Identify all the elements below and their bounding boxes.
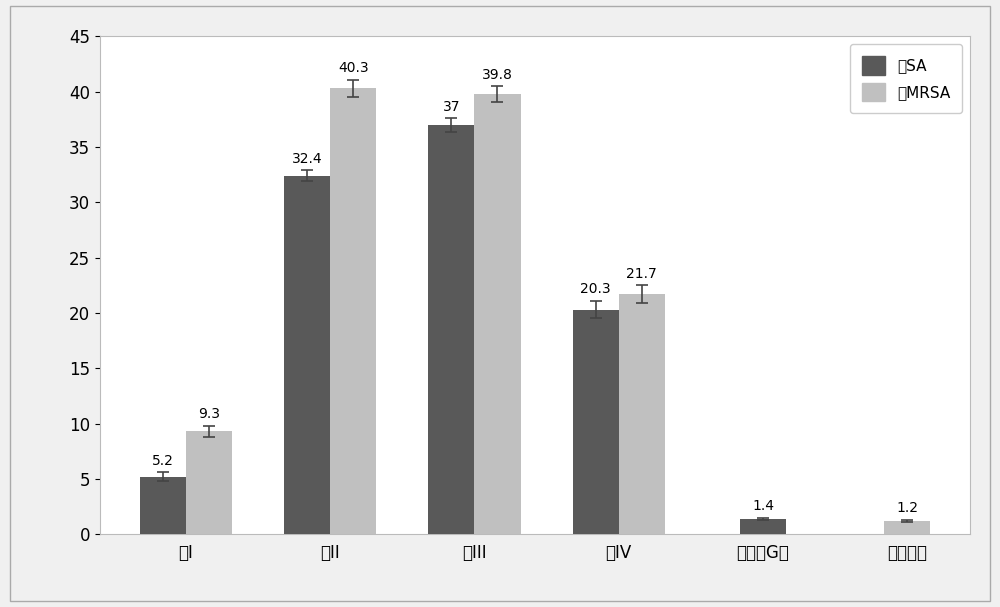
Bar [284,176,330,534]
Text: 32.4: 32.4 [292,152,322,166]
Bar [573,310,619,534]
Bar [884,521,930,534]
Text: 5.2: 5.2 [152,454,174,468]
Text: 37: 37 [443,100,460,114]
Text: 1.2: 1.2 [896,501,918,515]
Text: 1.4: 1.4 [752,499,774,513]
Bar [619,294,665,534]
Text: 39.8: 39.8 [482,68,513,82]
Bar [740,518,786,534]
Bar [474,94,521,534]
Text: 20.3: 20.3 [580,282,611,296]
Text: 9.3: 9.3 [198,407,220,421]
Text: 21.7: 21.7 [626,267,657,281]
Bar [428,125,474,534]
Bar [140,476,186,534]
Bar [330,89,376,534]
Text: 40.3: 40.3 [338,61,368,75]
Bar [186,432,232,534]
Legend: 抗SA, 抗MRSA: 抗SA, 抗MRSA [850,44,962,114]
